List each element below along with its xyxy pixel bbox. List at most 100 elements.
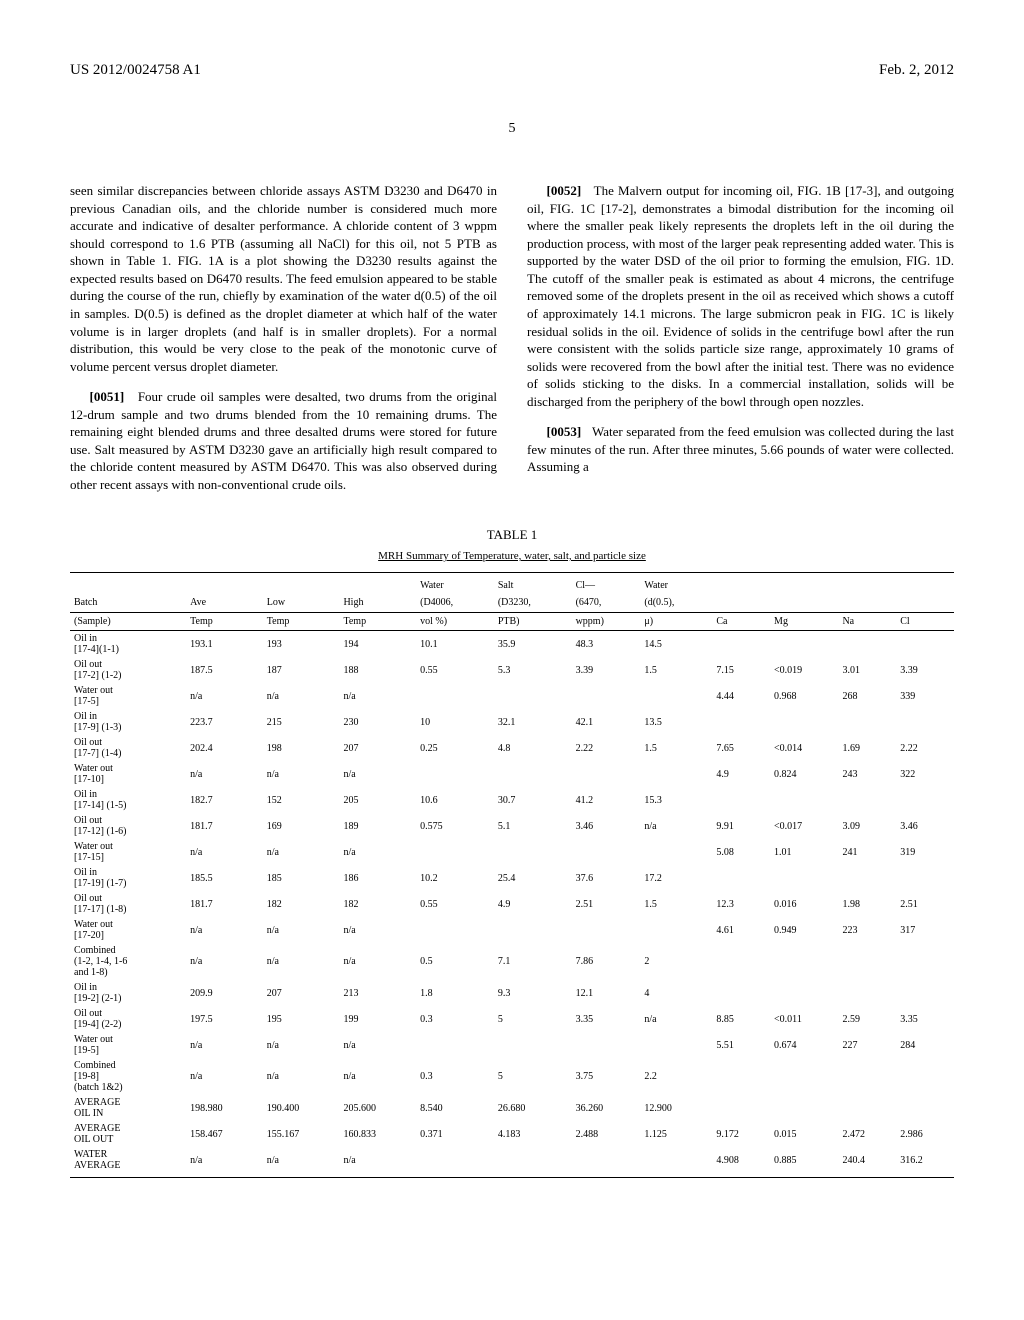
table-cell: 36.260 <box>572 1095 641 1121</box>
table-cell: 240.4 <box>838 1147 896 1178</box>
table-cell: 1.5 <box>640 891 712 917</box>
table-cell: 197.5 <box>186 1006 263 1032</box>
table-cell: Oil out[17-17] (1-8) <box>70 891 186 917</box>
table-cell <box>712 1095 770 1121</box>
table-cell: 230 <box>339 709 416 735</box>
left-column: seen similar discrepancies between chlor… <box>70 169 497 506</box>
table-row: Water out[17-5]n/an/an/a4.440.968268339 <box>70 683 954 709</box>
table-cell: 2.22 <box>572 735 641 761</box>
table-cell <box>896 1095 954 1121</box>
table-row: WATERAVERAGEn/an/an/a4.9080.885240.4316.… <box>70 1147 954 1178</box>
table-cell: 5.1 <box>494 813 572 839</box>
table-cell: n/a <box>263 683 340 709</box>
para-num-0051: [0051] <box>90 389 125 404</box>
table-cell <box>416 839 494 865</box>
table-cell <box>712 943 770 980</box>
table-cell: 2.472 <box>838 1121 896 1147</box>
table-cell: 1.5 <box>640 735 712 761</box>
table-cell <box>896 865 954 891</box>
table-cell <box>494 839 572 865</box>
table-cell: 339 <box>896 683 954 709</box>
table-cell: 3.39 <box>896 657 954 683</box>
table-cell <box>770 709 838 735</box>
table-cell: 2.51 <box>896 891 954 917</box>
col-d3230: (D3230, <box>494 594 572 612</box>
table-cell: 205.600 <box>339 1095 416 1121</box>
table-subcaption: MRH Summary of Temperature, water, salt,… <box>70 549 954 564</box>
table-cell <box>896 709 954 735</box>
table-cell <box>770 1095 838 1121</box>
col-batch: Batch <box>70 594 186 612</box>
table-cell: 12.900 <box>640 1095 712 1121</box>
table-cell: 223.7 <box>186 709 263 735</box>
table-row: Oil in[17-4](1-1)193.119319410.135.948.3… <box>70 631 954 658</box>
table-caption: TABLE 1 <box>70 526 954 544</box>
table-cell: 7.65 <box>712 735 770 761</box>
table-cell: 4.183 <box>494 1121 572 1147</box>
table-cell: 4.9 <box>712 761 770 787</box>
table-cell: 0.25 <box>416 735 494 761</box>
table-cell <box>640 683 712 709</box>
table-cell: n/a <box>339 943 416 980</box>
table-cell: 35.9 <box>494 631 572 658</box>
table-cell <box>416 761 494 787</box>
table-cell: 9.91 <box>712 813 770 839</box>
table-cell: 1.69 <box>838 735 896 761</box>
table-cell: AVERAGEOIL IN <box>70 1095 186 1121</box>
table-cell: 0.55 <box>416 891 494 917</box>
table-cell: Oil in[17-14] (1-5) <box>70 787 186 813</box>
table-cell: 48.3 <box>572 631 641 658</box>
table-cell: 0.968 <box>770 683 838 709</box>
table-cell: 0.885 <box>770 1147 838 1178</box>
table-cell: n/a <box>339 761 416 787</box>
table-cell: 0.016 <box>770 891 838 917</box>
table-cell: 3.46 <box>896 813 954 839</box>
paragraph-0052: [0052] The Malvern output for incoming o… <box>527 182 954 410</box>
table-cell: Water out[17-10] <box>70 761 186 787</box>
table-row: Oil out[19-4] (2-2)197.51951990.353.35n/… <box>70 1006 954 1032</box>
col-volpct: vol %) <box>416 612 494 631</box>
table-body: Oil in[17-4](1-1)193.119319410.135.948.3… <box>70 631 954 1178</box>
table-row: Oil in[17-9] (1-3)223.72152301032.142.11… <box>70 709 954 735</box>
table-cell: 195 <box>263 1006 340 1032</box>
table-cell: 4.44 <box>712 683 770 709</box>
table-cell <box>770 787 838 813</box>
table-cell <box>838 1058 896 1095</box>
table-cell: 189 <box>339 813 416 839</box>
table-cell: 0.5 <box>416 943 494 980</box>
table-cell <box>494 683 572 709</box>
table-cell: 322 <box>896 761 954 787</box>
data-table: Water Salt Cl— Water Batch Ave Low High … <box>70 572 954 1179</box>
table-cell <box>770 865 838 891</box>
table-cell <box>494 1032 572 1058</box>
table-cell <box>494 761 572 787</box>
table-cell: 10.1 <box>416 631 494 658</box>
col-sample: (Sample) <box>70 612 186 631</box>
table-cell <box>494 1147 572 1178</box>
table-cell <box>416 1032 494 1058</box>
table-cell <box>416 917 494 943</box>
table-cell: 243 <box>838 761 896 787</box>
table-cell: 182 <box>339 891 416 917</box>
table-cell: 10.6 <box>416 787 494 813</box>
table-cell: n/a <box>186 1058 263 1095</box>
table-cell: 9.172 <box>712 1121 770 1147</box>
page-header: US 2012/0024758 A1 Feb. 2, 2012 <box>70 60 954 80</box>
table-cell: 0.3 <box>416 1058 494 1095</box>
table-cell: n/a <box>263 1032 340 1058</box>
table-cell <box>416 1147 494 1178</box>
table-cell <box>712 1058 770 1095</box>
table-row: AVERAGEOIL OUT158.467155.167160.8330.371… <box>70 1121 954 1147</box>
publication-number: US 2012/0024758 A1 <box>70 60 201 80</box>
table-cell: 209.9 <box>186 980 263 1006</box>
table-cell: Water out[17-20] <box>70 917 186 943</box>
col-temp1: Temp <box>186 612 263 631</box>
table-cell: 194 <box>339 631 416 658</box>
table-row: Oil out[17-17] (1-8)181.71821820.554.92.… <box>70 891 954 917</box>
table-cell: 5 <box>494 1058 572 1095</box>
col-low: Low <box>263 594 340 612</box>
table-cell <box>640 917 712 943</box>
table-cell: 1.01 <box>770 839 838 865</box>
table-cell: 12.1 <box>572 980 641 1006</box>
table-cell: <0.017 <box>770 813 838 839</box>
